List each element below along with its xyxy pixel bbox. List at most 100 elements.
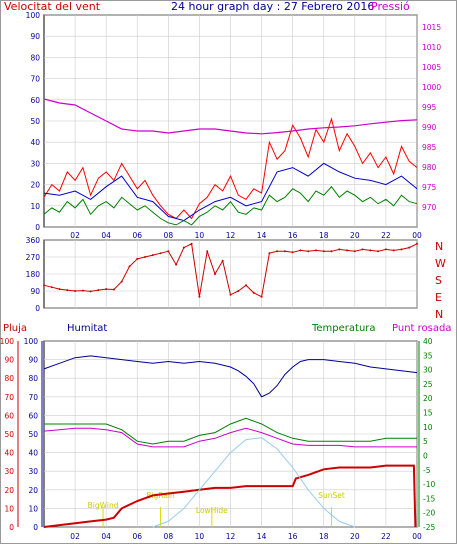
rain-tick-label: 80 bbox=[4, 374, 14, 383]
series-line-3 bbox=[43, 98, 418, 135]
x-tick-label: 00 bbox=[412, 231, 422, 240]
direction-point bbox=[353, 250, 356, 253]
x-tick-label: 00 bbox=[412, 532, 422, 541]
direction-point bbox=[151, 254, 154, 257]
rain-tick-label: 70 bbox=[4, 393, 14, 402]
compass-label: N bbox=[435, 240, 443, 253]
temperature-tick-label: -20 bbox=[423, 509, 435, 518]
direction-point bbox=[74, 290, 77, 292]
x-tick-label: 20 bbox=[350, 231, 360, 240]
compass-label: N bbox=[435, 308, 443, 321]
direction-point bbox=[299, 249, 302, 252]
event-label: SunSet bbox=[318, 491, 345, 500]
direction-point bbox=[322, 250, 325, 253]
direction-point bbox=[182, 246, 185, 249]
x-tick-label: 20 bbox=[350, 532, 360, 541]
x-tick-label: 18 bbox=[319, 532, 329, 541]
direction-point bbox=[377, 250, 380, 253]
right-tick-label: 980 bbox=[422, 163, 437, 172]
humidity-tick-label: 50 bbox=[28, 430, 38, 439]
direction-tick-label: 90 bbox=[30, 287, 40, 296]
humidity-tick-label: 80 bbox=[28, 374, 38, 383]
temperature-tick-label: 25 bbox=[423, 380, 433, 389]
rain-tick-label: 60 bbox=[4, 411, 14, 420]
direction-point bbox=[369, 249, 372, 252]
right-tick-label: 990 bbox=[422, 123, 437, 132]
direction-point bbox=[58, 288, 61, 291]
wind-pressure-panel: 0 10 20 30 40 50 60 70 80 90 100 02 04 06 08 10 12 14 16 18… bbox=[26, 11, 442, 240]
direction-point bbox=[361, 248, 364, 251]
direction-point bbox=[105, 288, 108, 291]
x-tick-label: 10 bbox=[195, 532, 205, 541]
direction-point bbox=[112, 288, 115, 291]
direction-point bbox=[291, 251, 294, 254]
direction-point bbox=[384, 248, 387, 251]
left-tick-label: 10 bbox=[30, 202, 40, 211]
x-tick-label: 14 bbox=[257, 532, 267, 541]
direction-point bbox=[260, 295, 263, 298]
humidity-tick-label: 10 bbox=[28, 504, 38, 513]
left-tick-label: 90 bbox=[30, 32, 40, 41]
series-line-3 bbox=[43, 464, 417, 528]
rain-axis-title: Pluja bbox=[3, 323, 27, 334]
right-tick-label: 1005 bbox=[422, 63, 441, 72]
x-tick-label: 08 bbox=[164, 231, 174, 240]
right-tick-label: 1015 bbox=[422, 23, 441, 32]
direction-point bbox=[206, 250, 209, 253]
direction-point bbox=[330, 250, 333, 253]
series-line-2 bbox=[43, 185, 418, 226]
right-tick-label: 995 bbox=[422, 103, 437, 112]
humidity-tick-label: 40 bbox=[28, 449, 38, 458]
direction-tick-label: 360 bbox=[26, 236, 41, 245]
direction-point bbox=[136, 257, 139, 260]
temperature-tick-label: 40 bbox=[423, 337, 433, 346]
x-tick-label: 02 bbox=[70, 532, 80, 541]
temperature-tick-label: 0 bbox=[423, 451, 428, 460]
direction-tick-label: 270 bbox=[26, 253, 41, 262]
event-label: BigRain bbox=[146, 491, 175, 500]
temperature-tick-label: -25 bbox=[423, 523, 435, 532]
left-tick-label: 100 bbox=[26, 11, 41, 20]
direction-point bbox=[221, 259, 224, 262]
series-line-1 bbox=[43, 162, 418, 222]
x-tick-label: 06 bbox=[132, 231, 142, 240]
rain-tick-label: 100 bbox=[0, 337, 14, 346]
compass-label: S bbox=[435, 274, 442, 287]
dewpoint-axis-title: Punt rosada bbox=[392, 323, 451, 334]
x-tick-label: 22 bbox=[381, 231, 391, 240]
direction-point bbox=[159, 252, 162, 255]
direction-point bbox=[252, 291, 255, 294]
direction-point bbox=[198, 295, 201, 298]
left-tick-label: 50 bbox=[30, 117, 40, 126]
humidity-tick-label: 70 bbox=[28, 393, 38, 402]
direction-point bbox=[89, 290, 92, 293]
left-tick-label: 40 bbox=[30, 138, 40, 147]
series-line-0 bbox=[43, 117, 418, 220]
direction-point bbox=[400, 248, 403, 251]
direction-point bbox=[128, 265, 131, 268]
rain-tick-label: 10 bbox=[4, 504, 14, 513]
x-tick-label: 22 bbox=[381, 532, 391, 541]
humidity-tick-label: 0 bbox=[33, 523, 38, 532]
temperature-tick-label: 20 bbox=[423, 394, 433, 403]
compass-label: E bbox=[435, 291, 442, 304]
temperature-tick-label: 5 bbox=[423, 437, 428, 446]
compass-label: W bbox=[435, 257, 446, 270]
direction-point bbox=[229, 293, 232, 296]
humidity-tick-label: 20 bbox=[28, 486, 38, 495]
humidity-tick-label: 100 bbox=[24, 337, 39, 346]
left-tick-label: 0 bbox=[35, 223, 40, 232]
direction-point bbox=[245, 284, 247, 287]
right-tick-label: 975 bbox=[422, 183, 437, 192]
direction-point bbox=[237, 290, 240, 292]
rain-tick-label: 50 bbox=[4, 430, 14, 439]
direction-point bbox=[167, 250, 170, 253]
direction-point bbox=[416, 242, 418, 245]
pressure-axis-title: Pressió bbox=[371, 0, 410, 13]
wind-axis-title: Velocitat del vent bbox=[4, 0, 101, 13]
temperature-tick-label: -5 bbox=[423, 466, 431, 475]
temperature-tick-label: -10 bbox=[423, 480, 435, 489]
direction-point bbox=[81, 289, 84, 292]
